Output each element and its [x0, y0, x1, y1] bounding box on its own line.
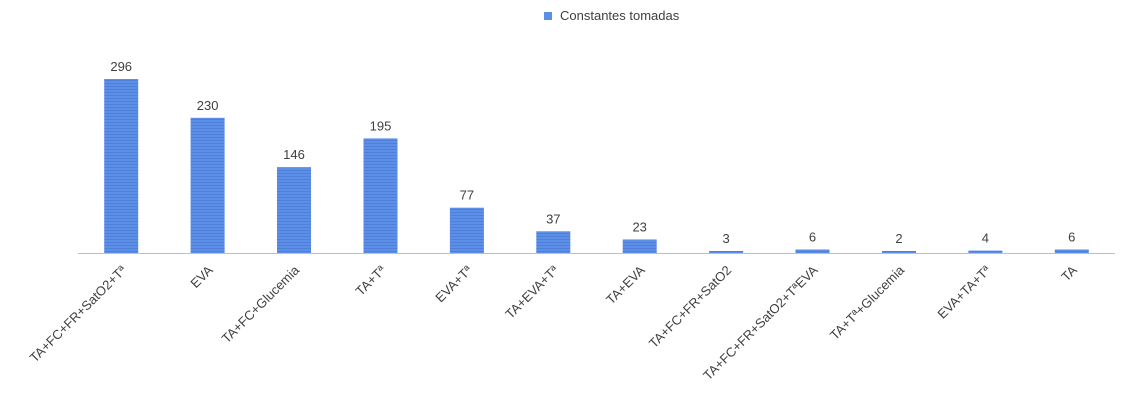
category-label: EVA+Tª	[432, 262, 475, 305]
data-label: 3	[722, 231, 729, 246]
data-label: 6	[1068, 230, 1075, 245]
bar	[1054, 249, 1089, 253]
category-label: TA+FC+FR+SatO2+Tª	[27, 262, 130, 365]
data-label: 4	[982, 231, 989, 246]
category-label: TA+FC+Glucemia	[219, 262, 303, 346]
category-labels-group: TA+FC+FR+SatO2+Tª EVA TA+FC+Glucemia TA+Tª E…	[27, 262, 1081, 383]
bar	[190, 117, 225, 253]
data-label: 77	[460, 188, 474, 203]
data-label: 2	[895, 231, 902, 246]
category-label: TA	[1058, 262, 1080, 284]
bar	[709, 251, 744, 253]
data-labels-group: 296 230 146 195 77 37 23 3 6 2 4 6	[110, 59, 1075, 246]
category-label: TA+EVA+Tª	[502, 262, 561, 321]
bar	[536, 231, 571, 254]
chart-legend: Constantes tomadas	[544, 8, 679, 23]
data-label: 296	[110, 59, 132, 74]
bar	[449, 207, 484, 253]
category-label: TA+Tª+Glucemia	[827, 262, 908, 343]
data-label: 146	[283, 147, 305, 162]
category-label: TA+FC+FR+SatO2	[646, 263, 734, 351]
bar	[882, 251, 916, 253]
bar	[363, 138, 398, 253]
bar	[795, 249, 830, 253]
legend-label: Constantes tomadas	[560, 8, 680, 23]
bar	[968, 250, 1003, 253]
data-label: 6	[809, 230, 816, 245]
bar	[622, 239, 657, 253]
bar	[277, 167, 311, 253]
bars-group	[104, 79, 1089, 254]
data-label: 195	[370, 118, 392, 133]
category-label: TA+EVA	[603, 262, 648, 307]
bar	[104, 79, 139, 253]
category-label: EVA	[187, 262, 216, 291]
data-label: 23	[632, 220, 646, 235]
legend-swatch	[544, 11, 552, 20]
category-label: TA+Tª	[353, 262, 389, 298]
data-label: 37	[546, 211, 560, 226]
category-label: EVA+TA+Tª	[934, 262, 993, 321]
data-label: 230	[197, 98, 219, 113]
